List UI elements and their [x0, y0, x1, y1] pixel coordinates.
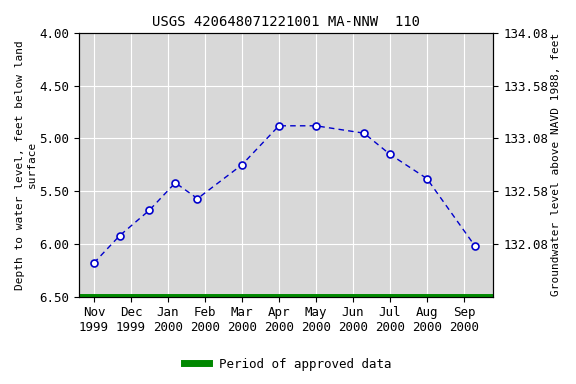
Y-axis label: Depth to water level, feet below land
surface: Depth to water level, feet below land su…: [15, 40, 37, 290]
Title: USGS 420648071221001 MA-NNW  110: USGS 420648071221001 MA-NNW 110: [152, 15, 420, 29]
Legend: Period of approved data: Period of approved data: [179, 353, 397, 376]
Y-axis label: Groundwater level above NAVD 1988, feet: Groundwater level above NAVD 1988, feet: [551, 33, 561, 296]
